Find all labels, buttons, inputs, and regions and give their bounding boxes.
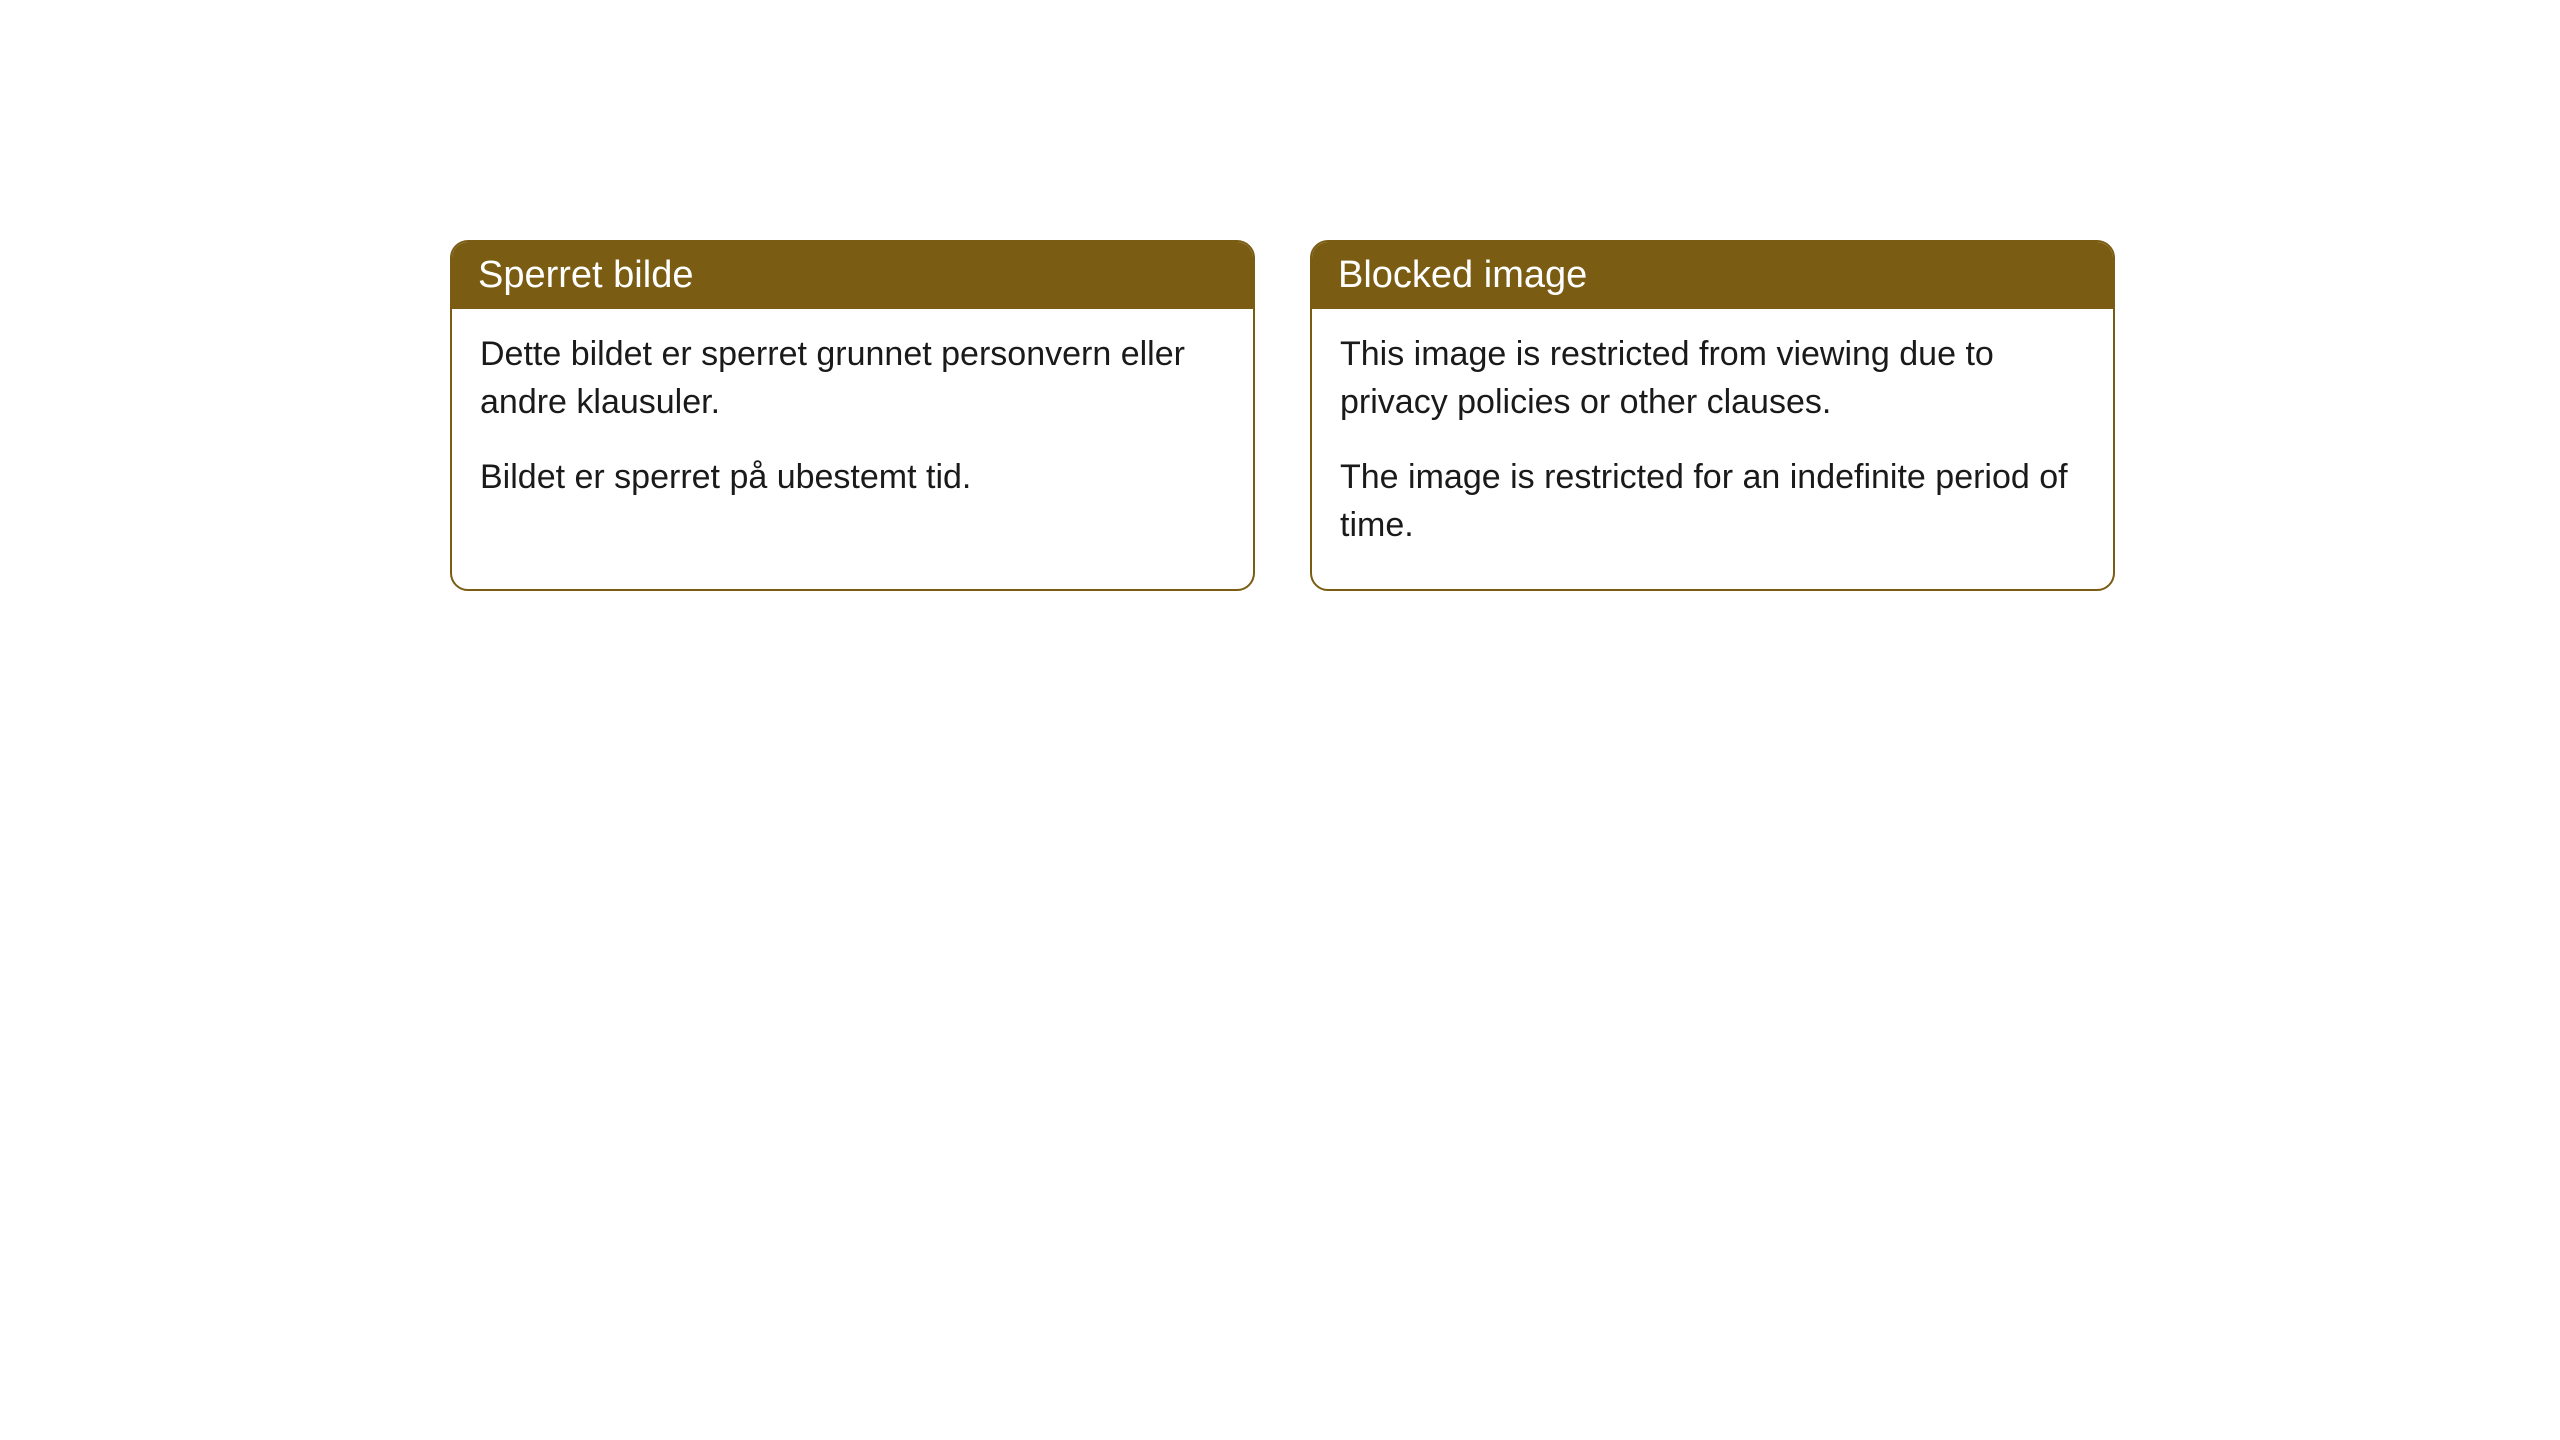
card-body-english: This image is restricted from viewing du… [1312, 309, 2113, 589]
cards-container: Sperret bilde Dette bildet er sperret gr… [450, 240, 2115, 591]
card-para1-english: This image is restricted from viewing du… [1340, 331, 2085, 426]
card-para2-english: The image is restricted for an indefinit… [1340, 454, 2085, 549]
card-para1-norwegian: Dette bildet er sperret grunnet personve… [480, 331, 1225, 426]
card-header-english: Blocked image [1312, 242, 2113, 309]
card-norwegian: Sperret bilde Dette bildet er sperret gr… [450, 240, 1255, 591]
card-english: Blocked image This image is restricted f… [1310, 240, 2115, 591]
card-para2-norwegian: Bildet er sperret på ubestemt tid. [480, 454, 1225, 502]
card-header-norwegian: Sperret bilde [452, 242, 1253, 309]
card-body-norwegian: Dette bildet er sperret grunnet personve… [452, 309, 1253, 542]
